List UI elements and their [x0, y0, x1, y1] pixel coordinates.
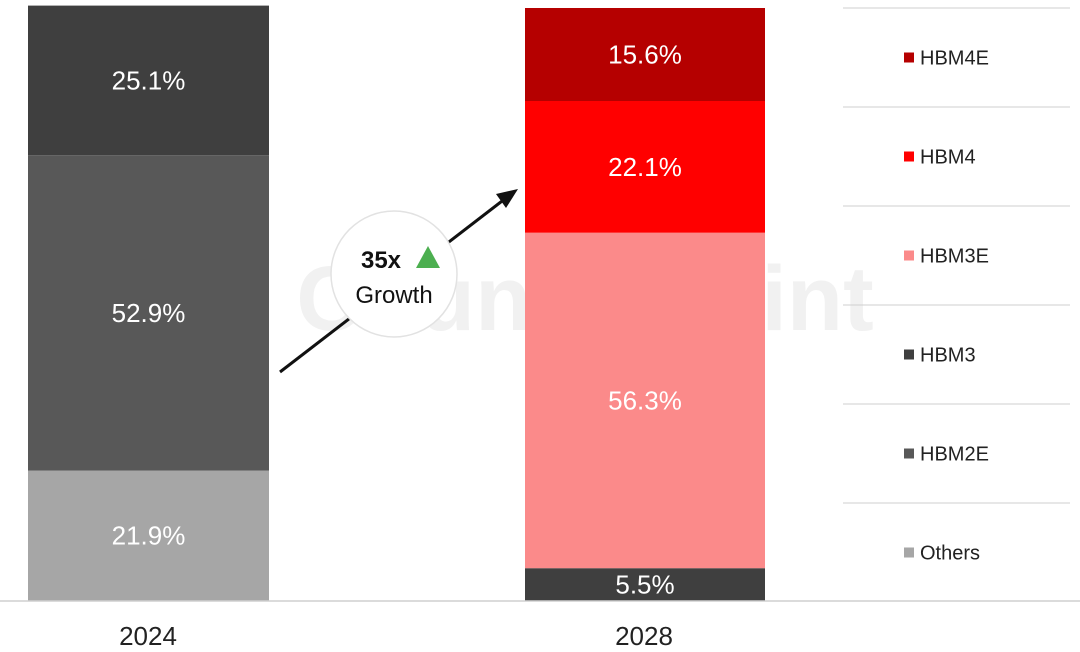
growth-bubble — [330, 210, 458, 338]
segment-data-label: 15.6% — [608, 40, 682, 70]
segment-data-label: 25.1% — [112, 65, 186, 95]
legend-label: HBM2E — [920, 444, 989, 466]
growth-multiplier: 35x — [361, 247, 402, 274]
legend-swatch — [904, 151, 914, 162]
bar-segment — [525, 232, 765, 569]
bar-segment — [525, 101, 765, 233]
legend-label: Others — [920, 543, 980, 565]
growth-text: Growth — [355, 282, 432, 309]
segment-data-label: 52.9% — [112, 298, 186, 328]
legend-swatch — [904, 52, 914, 63]
bar-segment — [28, 155, 269, 471]
x-tick-label: 2024 — [119, 621, 177, 651]
bar-segment — [525, 568, 765, 601]
growth-arrow-head — [496, 189, 518, 208]
x-tick-label: 2028 — [615, 621, 673, 651]
growth-annotation: 35x Growth — [279, 189, 518, 374]
segment-label-group: 21.9% 52.9% 25.1% 5.5% 56.3% 22.1% 15.6% — [112, 40, 682, 600]
segment-data-label: 56.3% — [608, 385, 682, 415]
legend-label: HBM3E — [920, 246, 989, 268]
x-axis-label-group: 2024 2028 — [119, 621, 673, 651]
legend-swatch — [904, 448, 914, 459]
segment-data-label: 21.9% — [112, 521, 186, 551]
legend-swatch — [904, 547, 914, 558]
legend: HBM4E HBM4 HBM3E HBM3 HBM2E Others — [843, 7, 1070, 565]
segment-data-label: 22.1% — [608, 152, 682, 182]
bar-segment — [28, 470, 269, 601]
segment-data-label: 5.5% — [615, 570, 674, 600]
legend-swatch — [904, 349, 914, 360]
legend-swatch — [904, 250, 914, 261]
bar-stack-group — [28, 5, 765, 601]
legend-label: HBM3 — [920, 345, 976, 367]
growth-up-triangle-icon — [416, 246, 440, 268]
legend-label: HBM4 — [920, 147, 976, 169]
bar-segment — [525, 8, 765, 101]
legend-label: HBM4E — [920, 48, 989, 70]
bar-segment — [28, 5, 269, 156]
